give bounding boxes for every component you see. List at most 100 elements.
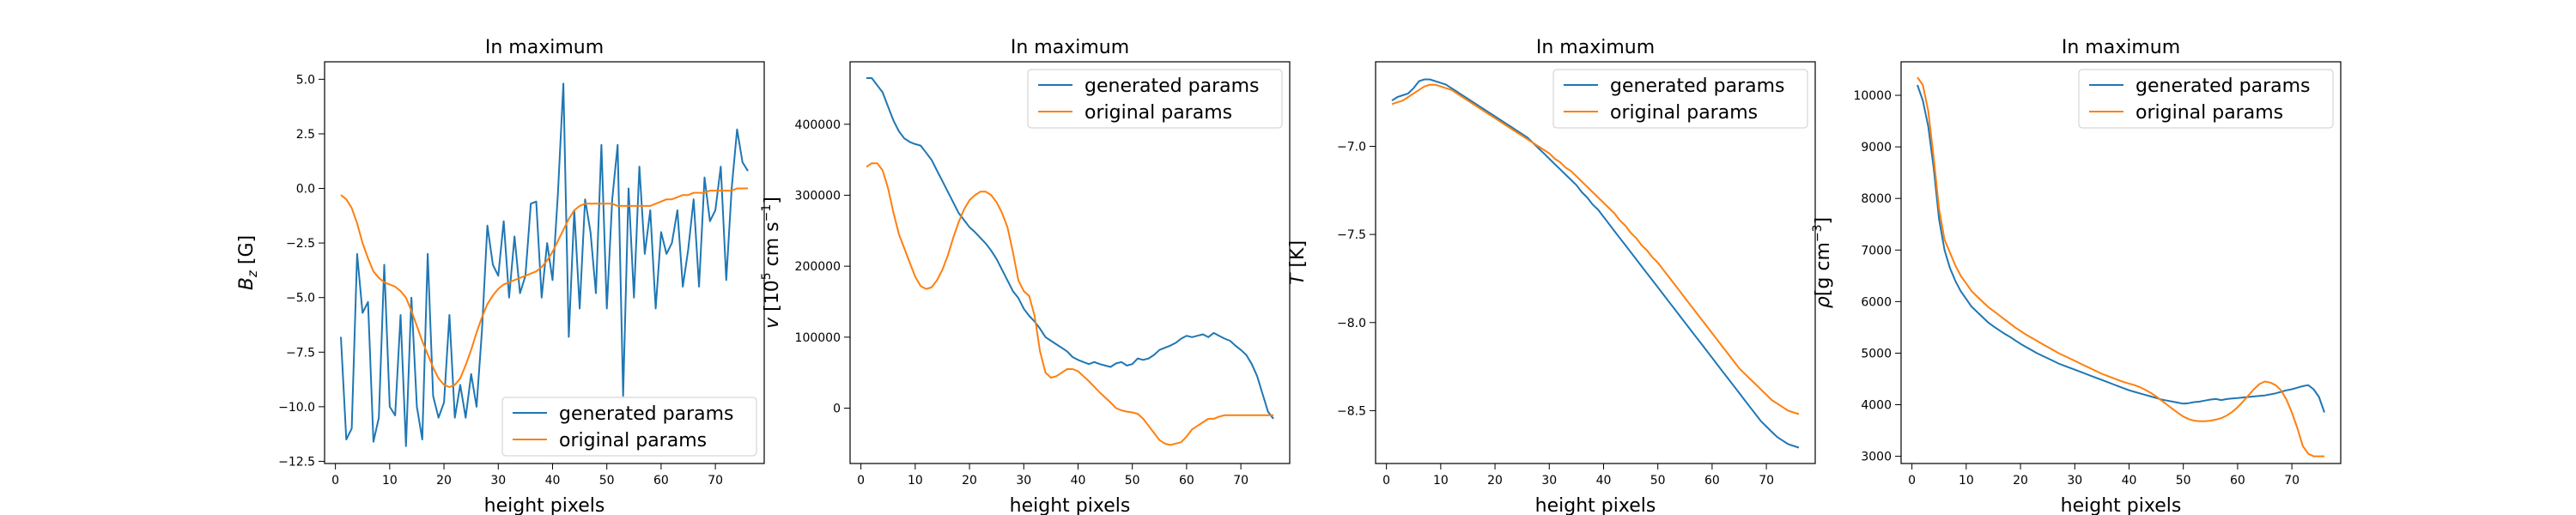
legend-label: generated params [1084,76,1260,97]
x-tick-label: 20 [962,474,977,488]
legend: generated params original params [2078,69,2334,129]
series-line-generated-params [1917,84,2325,413]
legend: generated params original params [1027,69,1283,129]
legend: generated params original params [501,397,757,457]
legend: generated params original params [1552,69,1808,129]
y-tick-label: −10.0 [278,401,315,415]
x-tick-label: 60 [1704,474,1720,488]
y-tick-label: 3000 [1861,451,1892,464]
x-tick-label: 30 [490,474,506,488]
x-tick-label: 30 [1541,474,1557,488]
y-tick-label: −8.5 [1337,404,1366,418]
x-tick-label: 20 [1487,474,1503,488]
legend-label: original params [2136,102,2283,124]
series-line-generated-params [866,77,1274,420]
x-tick-label: 20 [2013,474,2028,488]
chart-panel-2: 0 10 20 30 40 50 60 70 0 100000 200000 300000 400000… [760,37,1291,515]
y-tick-label: −8.0 [1337,317,1366,330]
x-tick-label: 20 [436,474,452,488]
y-tick-label: 10000 [1853,89,1892,103]
x-tick-label: 10 [1959,474,1974,488]
legend-box [501,397,757,457]
x-tick-label: 60 [2230,474,2245,488]
axes-frame [1375,61,1816,464]
x-tick-label: 50 [1650,474,1666,488]
y-tick-label: 300000 [795,189,841,203]
x-tick-label: 40 [1071,474,1086,488]
y-tick-label: 0 [833,403,841,416]
x-tick-label: 60 [1179,474,1194,488]
y-tick-label: 9000 [1861,141,1892,154]
x-tick-label: 30 [1016,474,1031,488]
y-tick-label: 8000 [1861,192,1892,206]
chart-title: In maximum [1536,37,1655,58]
chart-title: In maximum [2062,37,2180,58]
y-tick-label: −2.5 [286,237,315,251]
y-tick-label: −7.5 [1337,228,1366,242]
y-tick-label: −7.0 [1337,141,1366,154]
series-line-original-params [866,162,1273,446]
series-line-generated-params [340,82,749,447]
x-tick-label: 70 [708,474,723,488]
chart-title: In maximum [1011,37,1129,58]
y-axis-label: ρ[g cm−3] [1811,217,1834,308]
series-line-original-params [1391,83,1800,415]
legend-label: generated params [559,403,734,425]
x-tick-label: 30 [2067,474,2082,488]
x-tick-label: 50 [1125,474,1140,488]
y-tick-label: −5.0 [286,292,315,306]
axes-frame [849,61,1291,464]
legend-label: original params [1610,102,1758,124]
series-line-original-params [340,187,748,388]
x-tick-label: 0 [331,474,339,488]
x-axis-label: height pixels [1535,495,1656,515]
x-axis-label: height pixels [484,495,605,515]
chart-panel-4: 0 10 20 30 40 50 60 70 3000 4000 5000 6000 7000 8000 9… [1811,37,2342,515]
y-tick-label: 6000 [1861,295,1892,309]
legend-box [1027,69,1283,129]
legend-label: original params [559,430,707,451]
x-tick-label: 0 [1908,474,1916,488]
y-tick-label: 100000 [795,331,841,345]
y-tick-label: 400000 [795,118,841,132]
y-axis-label: Bz [G] [236,235,260,290]
x-tick-label: 70 [1233,474,1249,488]
y-tick-label: 0.0 [296,183,315,197]
series-line-original-params [1917,76,2324,457]
legend-box [2078,69,2334,129]
axes-frame [1900,61,2342,464]
x-axis-label: height pixels [1010,495,1131,515]
y-axis-label: T [K] [1287,240,1309,285]
series-line-generated-params [1391,78,1800,449]
y-tick-label: 5000 [1861,347,1892,360]
x-axis-label: height pixels [2061,495,2182,515]
x-tick-label: 50 [2176,474,2191,488]
y-tick-label: 2.5 [296,128,315,142]
y-tick-label: 5.0 [296,73,315,87]
chart-title: In maximum [485,37,604,58]
x-tick-label: 50 [599,474,615,488]
x-tick-label: 40 [2122,474,2137,488]
legend-label: generated params [1610,76,1785,97]
y-tick-label: −12.5 [278,455,315,469]
y-tick-label: −7.5 [286,346,315,360]
y-tick-label: 4000 [1861,399,1892,413]
x-tick-label: 60 [653,474,669,488]
y-tick-label: 200000 [795,260,841,274]
x-tick-label: 40 [545,474,561,488]
legend-label: original params [1084,102,1232,124]
x-tick-label: 0 [857,474,865,488]
x-tick-label: 10 [382,474,398,488]
chart-panel-3: 0 10 20 30 40 50 60 70 −8.5 −8.0 −7.5 −7.0 In maximu… [1287,37,1816,515]
chart-panel-1: 0 10 20 30 40 50 60 70 −12.5 −10.0 −7.5 −5.0 −2.5 0.0… [236,37,765,515]
y-axis-label: v [105 cm s−1] [760,197,783,329]
x-tick-label: 70 [2284,474,2300,488]
x-tick-label: 0 [1382,474,1390,488]
axes-frame [324,61,765,464]
y-tick-label: 7000 [1861,244,1892,258]
x-tick-label: 10 [1433,474,1449,488]
x-tick-label: 40 [1596,474,1612,488]
legend-label: generated params [2136,76,2311,97]
x-tick-label: 10 [908,474,923,488]
